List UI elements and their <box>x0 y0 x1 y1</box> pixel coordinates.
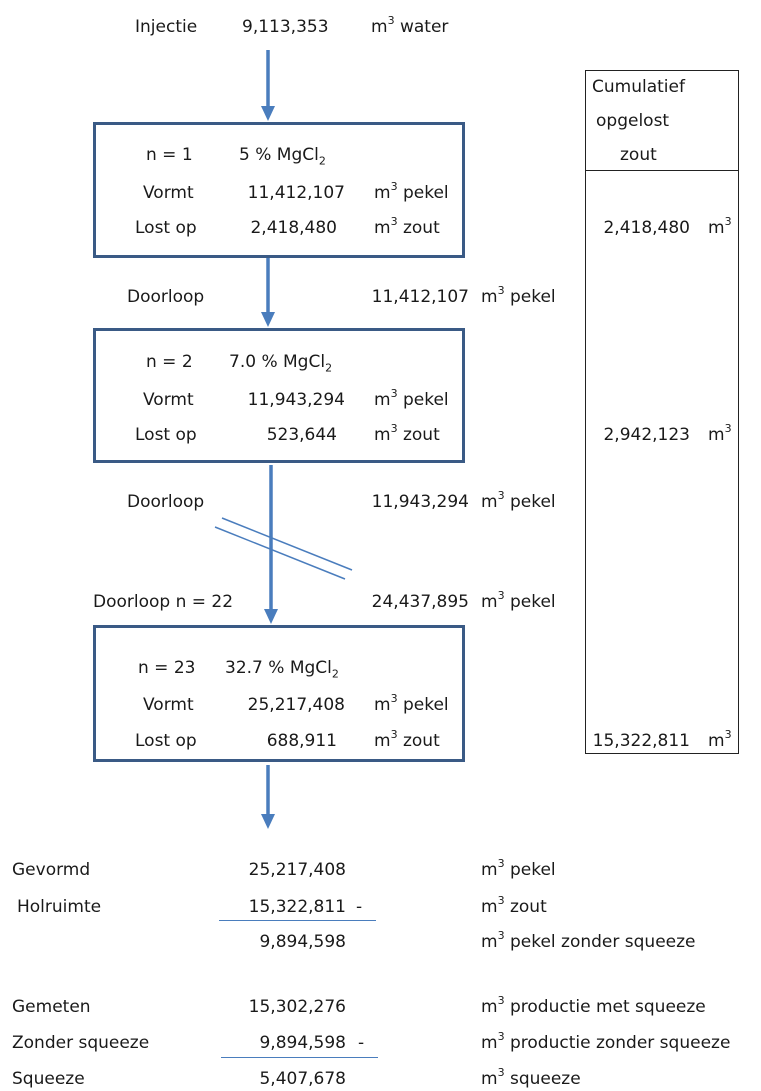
summary-1-row-2-label: Holruimte <box>17 897 102 917</box>
stage-box-2 <box>93 328 465 463</box>
throughflow-1-label: Doorloop <box>127 287 205 307</box>
stage-1-cumulative-unit: m3 <box>708 215 732 238</box>
stage-23-lostop-label: Lost op <box>135 731 197 751</box>
summary-1-subtraction-line <box>219 920 376 921</box>
cumulative-column <box>585 70 739 754</box>
summary-2-row-3-value: 5,407,678 <box>259 1069 346 1089</box>
stage-1-concentration: 5 % MgCl2 <box>239 145 326 168</box>
arrow-stage-23-output <box>261 765 275 829</box>
stage-23-vormt-value: 25,217,408 <box>247 695 345 715</box>
summary-2-row-1-value: 15,302,276 <box>248 997 346 1017</box>
arrow-injection-to-stage-1 <box>261 50 275 121</box>
stage-23-cumulative-unit: m3 <box>708 728 732 751</box>
summary-2-row-2-unit: m3 productie zonder squeeze <box>481 1030 731 1053</box>
injection-label: Injectie <box>135 17 198 37</box>
injection-unit: m3 water <box>371 14 449 37</box>
stage-1-vormt-value: 11,412,107 <box>247 183 345 203</box>
summary-1-row-3-value: 9,894,598 <box>259 932 346 952</box>
throughflow-22-unit: m3 pekel <box>481 589 556 612</box>
arrow-stage-2-to-stage-23 <box>264 465 278 624</box>
cumulative-header-line-3: zout <box>620 145 657 165</box>
stage-2-lostop-value: 523,644 <box>266 425 337 445</box>
stage-box-1 <box>93 122 465 258</box>
stage-23-lostop-unit: m3 zout <box>374 728 440 751</box>
summary-2-row-2-minus: - <box>358 1033 365 1053</box>
cumulative-header-line-1: Cumulatief <box>592 77 685 97</box>
stage-box-23 <box>93 625 465 762</box>
summary-2-row-2-label: Zonder squeeze <box>12 1033 150 1053</box>
summary-1-row-1-label: Gevormd <box>12 860 91 880</box>
stage-1-vormt-unit: m3 pekel <box>374 180 449 203</box>
stage-1-lostop-unit: m3 zout <box>374 215 440 238</box>
stage-1-vormt-label: Vormt <box>143 183 194 203</box>
arrow-stage-1-to-stage-2 <box>261 258 275 327</box>
stage-2-cumulative-unit: m3 <box>708 422 732 445</box>
summary-2-row-3-unit: m3 squeeze <box>481 1066 581 1089</box>
summary-1-row-3-unit: m3 pekel zonder squeeze <box>481 929 696 952</box>
throughflow-1-unit: m3 pekel <box>481 284 556 307</box>
stage-23-vormt-label: Vormt <box>143 695 194 715</box>
cumulative-header-divider <box>585 170 739 171</box>
break-mark <box>214 517 353 580</box>
stage-23-cumulative-value: 15,322,811 <box>592 731 690 751</box>
summary-1-row-1-value: 25,217,408 <box>248 860 346 880</box>
throughflow-1-value: 11,412,107 <box>371 287 469 307</box>
stage-2-vormt-label: Vormt <box>143 390 194 410</box>
stage-2-lostop-unit: m3 zout <box>374 422 440 445</box>
summary-1-row-2-value: 15,322,811 <box>248 897 346 917</box>
injection-value: 9,113,353 <box>242 17 329 37</box>
throughflow-2-label: Doorloop <box>127 492 205 512</box>
stage-23-n: n = 23 <box>138 658 196 678</box>
stage-2-cumulative-value: 2,942,123 <box>603 425 690 445</box>
throughflow-2-value: 11,943,294 <box>371 492 469 512</box>
throughflow-2-unit: m3 pekel <box>481 489 556 512</box>
stage-2-lostop-label: Lost op <box>135 425 197 445</box>
summary-1-row-2-minus: - <box>356 897 363 917</box>
stage-2-vormt-value: 11,943,294 <box>247 390 345 410</box>
throughflow-22-label: Doorloop n = 22 <box>93 592 234 612</box>
summary-2-row-2-value: 9,894,598 <box>259 1033 346 1053</box>
summary-2-subtraction-line <box>221 1057 378 1058</box>
stage-1-cumulative-value: 2,418,480 <box>603 218 690 238</box>
stage-23-lostop-value: 688,911 <box>266 731 337 751</box>
summary-2-row-1-label: Gemeten <box>12 997 91 1017</box>
throughflow-22-value: 24,437,895 <box>371 592 469 612</box>
stage-1-lostop-value: 2,418,480 <box>250 218 337 238</box>
cumulative-header-line-2: opgelost <box>596 111 670 131</box>
stage-2-concentration: 7.0 % MgCl2 <box>229 352 333 375</box>
summary-1-row-1-unit: m3 pekel <box>481 857 556 880</box>
stage-23-vormt-unit: m3 pekel <box>374 692 449 715</box>
stage-2-n: n = 2 <box>146 352 193 372</box>
stage-2-vormt-unit: m3 pekel <box>374 387 449 410</box>
stage-1-n: n = 1 <box>146 145 193 165</box>
stage-1-lostop-label: Lost op <box>135 218 197 238</box>
stage-23-concentration: 32.7 % MgCl2 <box>225 658 339 681</box>
summary-2-row-1-unit: m3 productie met squeeze <box>481 994 706 1017</box>
summary-1-row-2-unit: m3 zout <box>481 894 547 917</box>
summary-2-row-3-label: Squeeze <box>12 1069 85 1089</box>
